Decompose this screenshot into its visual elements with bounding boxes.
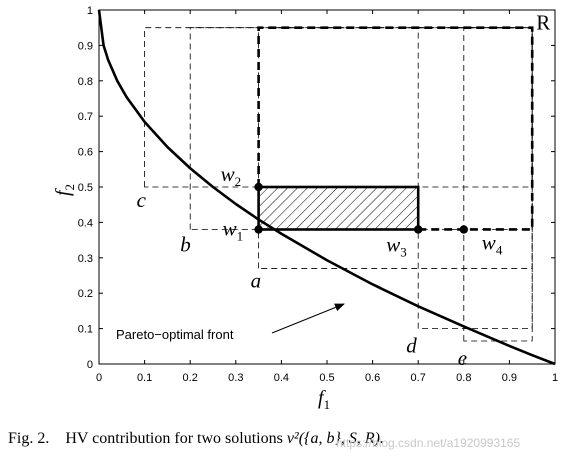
dominance-boxes [144,27,533,342]
w3-label: w3 [386,232,407,259]
x-tick-label: 0.4 [274,372,289,384]
y-tick-label: 0.4 [78,217,93,229]
pareto-front-line [97,9,556,366]
dominance-box-e [463,27,533,342]
w4-marker [459,225,468,234]
figure-caption: Fig. 2. HV contribution for two solution… [8,430,568,454]
hatched-border [257,185,420,231]
solution-point-labels: a b c d e [137,188,468,370]
y-tick-label: 0.9 [78,40,93,52]
x-tick-label: 0.5 [319,372,334,384]
caption-math: v²({a, b}, S, R). [286,430,384,447]
x-tick-label: 0 [96,372,102,384]
hatched-fill [258,187,419,230]
w3-marker [414,225,423,234]
dominance-box-d [417,27,533,329]
point-label-d: d [406,334,417,358]
reference-box-outline [257,26,534,231]
x-tick-label: 1 [552,372,558,384]
point-label-b: b [180,232,191,256]
y-tick-label: 0.6 [78,147,93,159]
x-tick-label: 0.8 [456,372,471,384]
y-tick-label: 1 [87,5,93,17]
reference-point-label: R [536,11,550,35]
pareto-front-label: Pareto−optimal front [116,327,234,342]
w-points: w1 w2 w3 w4 [221,162,503,259]
x-tick-label: 0.7 [411,372,426,384]
x-axis-label: f1 [318,387,330,412]
reference-box [257,26,534,231]
w2-label: w2 [221,162,242,189]
point-label-c: c [137,188,147,212]
x-tick-label: 0.1 [137,372,152,384]
axis-ticks: 0 0.1 0.2 0.3 0.4 0.5 0.6 0.7 0.8 0.9 1 0 0.1 0.2 0.3 0… [78,5,558,384]
dominance-box-c [144,27,533,188]
x-tick-label: 0.2 [183,372,198,384]
w1-label: w1 [223,216,244,243]
pareto-front-arrow [271,303,345,334]
hatched-region [257,185,420,231]
x-tick-label: 0.9 [502,372,517,384]
caption-text: HV contribution for two solutions [65,430,287,447]
caption-prefix: Fig. 2. [8,430,50,447]
w1-marker [254,225,263,234]
w2-marker [254,182,263,192]
pareto-front [97,9,556,366]
y-axis-label: f2 [52,184,77,196]
watermark-text: https://blog.csdn.net/a1920993165 [336,436,521,450]
point-label-e: e [458,346,467,370]
w4-label: w4 [482,230,503,257]
y-tick-label: 0.7 [78,111,93,123]
y-tick-label: 0.5 [78,182,93,194]
y-tick-label: 0.3 [78,253,93,265]
x-tick-label: 0.3 [228,372,243,384]
y-tick-label: 0.8 [78,76,93,88]
y-tick-label: 0.2 [78,288,93,300]
y-tick-label: 0 [87,359,93,371]
hv-contribution-figure: 0 0.1 0.2 0.3 0.4 0.5 0.6 0.7 0.8 0.9 1 0 0.1 0.2 0.3 0… [52,5,558,412]
x-tick-label: 0.6 [365,372,380,384]
point-label-a: a [251,268,262,292]
y-tick-label: 0.1 [78,324,93,336]
